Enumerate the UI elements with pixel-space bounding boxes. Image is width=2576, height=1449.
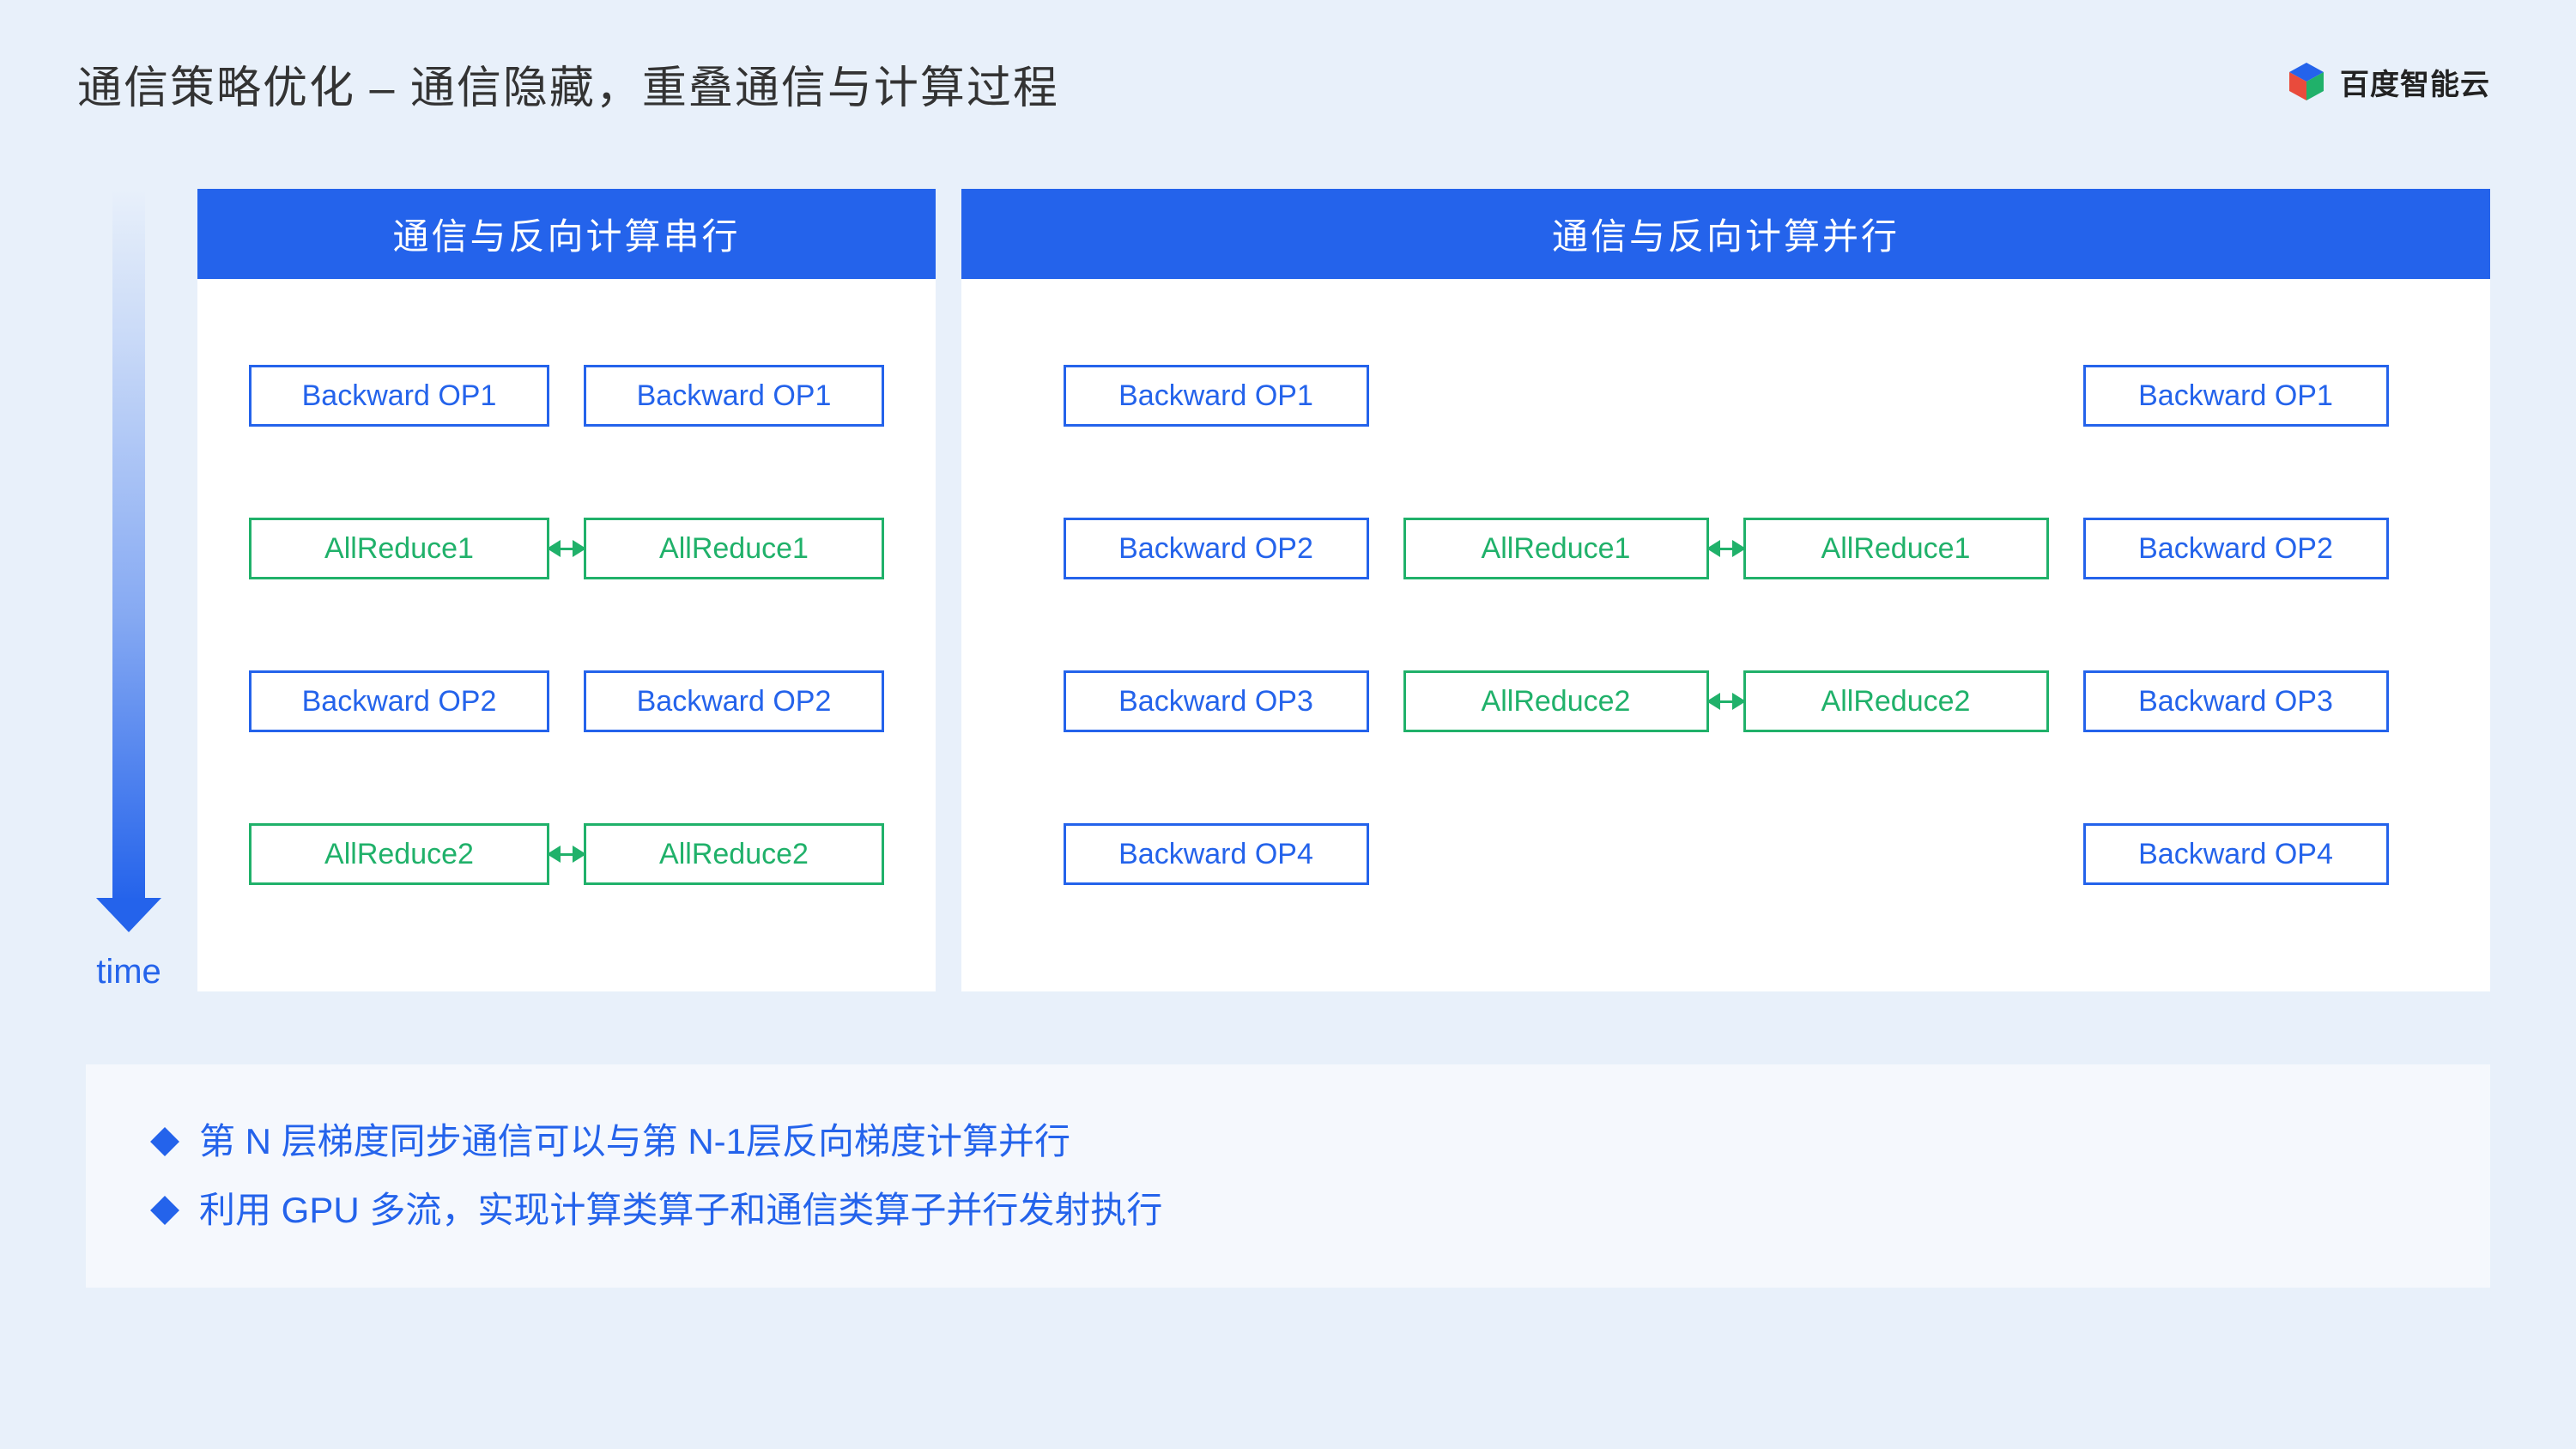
time-arrow-icon xyxy=(112,189,145,901)
slide-title: 通信策略优化 – 通信隐藏，重叠通信与计算过程 xyxy=(77,52,2499,116)
bidirectional-arrow-icon xyxy=(1709,700,1743,703)
backward-op-box: Backward OP1 xyxy=(584,365,884,427)
allreduce-box: AllReduce2 xyxy=(249,823,549,885)
op-column: AllReduce1 AllReduce2 xyxy=(1743,365,2049,931)
backward-op-box: Backward OP1 xyxy=(2083,365,2389,427)
bullet-text: 利用 GPU 多流，实现计算类算子和通信类算子并行发射执行 xyxy=(199,1176,1162,1245)
time-axis: time xyxy=(86,189,172,991)
brand-logo: 百度智能云 xyxy=(2285,60,2490,103)
diagram-area: time 通信与反向计算串行 Backward OP1AllReduce1Bac… xyxy=(86,189,2490,991)
bullet-text: 第 N 层梯度同步通信可以与第 N-1层反向梯度计算并行 xyxy=(199,1107,1070,1176)
footer-notes: 第 N 层梯度同步通信可以与第 N-1层反向梯度计算并行利用 GPU 多流，实现… xyxy=(86,1064,2490,1288)
panel-body-parallel: Backward OP1 Backward OP2 Backward OP3 Back… xyxy=(961,279,2490,991)
diamond-bullet-icon xyxy=(150,1196,179,1225)
op-column: Backward OP1 AllReduce1 Backward OP2 AllRed… xyxy=(584,365,884,931)
bidirectional-arrow-icon xyxy=(549,548,584,550)
time-label: time xyxy=(96,953,161,991)
op-column: AllReduce1 AllReduce2 xyxy=(1403,365,1709,931)
allreduce-box: AllReduce1 xyxy=(1743,518,2049,579)
allreduce-box: AllReduce2 xyxy=(1743,670,2049,732)
backward-op-box: Backward OP4 xyxy=(1064,823,1369,885)
op-column: Backward OP1 Backward OP2 Backward OP3 Back… xyxy=(1064,365,1369,931)
bullet-item: 第 N 层梯度同步通信可以与第 N-1层反向梯度计算并行 xyxy=(155,1107,2421,1176)
cube-icon xyxy=(2285,60,2328,103)
bullet-item: 利用 GPU 多流，实现计算类算子和通信类算子并行发射执行 xyxy=(155,1176,2421,1245)
backward-op-box: Backward OP2 xyxy=(1064,518,1369,579)
allreduce-box: AllReduce2 xyxy=(1403,670,1709,732)
allreduce-box: AllReduce1 xyxy=(249,518,549,579)
allreduce-box: AllReduce1 xyxy=(584,518,884,579)
backward-op-box: Backward OP1 xyxy=(1064,365,1369,427)
allreduce-box: AllReduce1 xyxy=(1403,518,1709,579)
op-column: Backward OP1 AllReduce1 Backward OP2 AllRed… xyxy=(249,365,549,931)
backward-op-box: Backward OP2 xyxy=(249,670,549,732)
backward-op-box: Backward OP3 xyxy=(1064,670,1369,732)
backward-op-box: Backward OP2 xyxy=(584,670,884,732)
panel-serial: 通信与反向计算串行 Backward OP1AllReduce1Backward… xyxy=(197,189,936,991)
panel-body-serial: Backward OP1 AllReduce1 Backward OP2 AllRed… xyxy=(197,279,936,991)
bidirectional-arrow-icon xyxy=(1709,548,1743,550)
panel-header-serial: 通信与反向计算串行 xyxy=(197,189,936,279)
bidirectional-arrow-icon xyxy=(549,853,584,856)
diamond-bullet-icon xyxy=(150,1127,179,1156)
backward-op-box: Backward OP4 xyxy=(2083,823,2389,885)
brand-text: 百度智能云 xyxy=(2340,61,2490,103)
backward-op-box: Backward OP3 xyxy=(2083,670,2389,732)
slide: 通信策略优化 – 通信隐藏，重叠通信与计算过程 百度智能云 time 通信与反向… xyxy=(0,0,2576,1449)
backward-op-box: Backward OP2 xyxy=(2083,518,2389,579)
panel-header-parallel: 通信与反向计算并行 xyxy=(961,189,2490,279)
backward-op-box: Backward OP1 xyxy=(249,365,549,427)
panel-parallel: 通信与反向计算并行 Backward OP1Backward OP2Backwa… xyxy=(961,189,2490,991)
op-column: Backward OP1 Backward OP2 Backward OP3 Back… xyxy=(2083,365,2389,931)
allreduce-box: AllReduce2 xyxy=(584,823,884,885)
